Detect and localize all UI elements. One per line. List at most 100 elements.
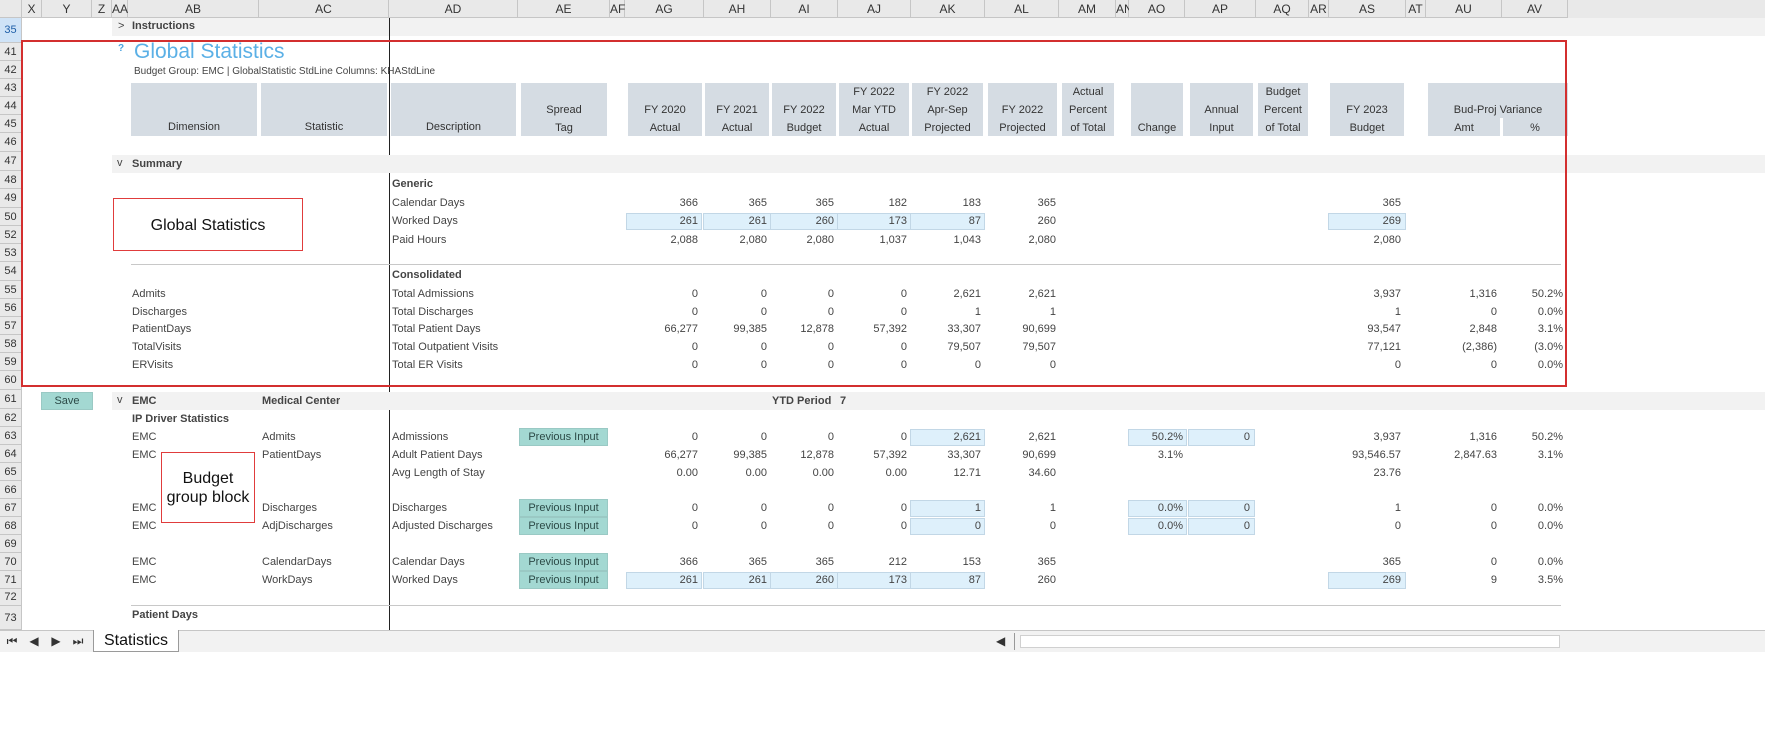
- row-header[interactable]: 70: [0, 553, 22, 571]
- annual-cell[interactable]: 0: [1243, 520, 1250, 532]
- value-cell[interactable]: 0: [974, 520, 981, 532]
- row-header[interactable]: 41: [0, 43, 22, 61]
- column-header[interactable]: AE: [518, 0, 610, 18]
- column-header[interactable]: AJ: [838, 0, 911, 18]
- select-all-corner[interactable]: [0, 0, 22, 18]
- column-header[interactable]: AQ: [1256, 0, 1309, 18]
- row-header[interactable]: 63: [0, 427, 22, 445]
- input-cell[interactable]: [910, 500, 985, 517]
- instructions-band[interactable]: [112, 18, 1765, 36]
- change-input[interactable]: [1128, 429, 1187, 446]
- row-header[interactable]: 72: [0, 589, 22, 606]
- row-header[interactable]: 54: [0, 262, 22, 281]
- prev-sheet-icon[interactable]: ◀: [29, 634, 39, 648]
- column-header[interactable]: Z: [92, 0, 112, 18]
- column-header[interactable]: AN: [1116, 0, 1133, 18]
- change-input[interactable]: [1128, 500, 1187, 517]
- value-cell[interactable]: 87: [968, 215, 981, 227]
- column-header[interactable]: AS: [1329, 0, 1406, 18]
- horizontal-scrollbar[interactable]: [1020, 635, 1560, 648]
- input-cell[interactable]: [1328, 572, 1406, 589]
- row-header[interactable]: 42: [0, 61, 22, 79]
- value-cell[interactable]: 261: [748, 574, 767, 586]
- row-header[interactable]: 35: [0, 18, 22, 43]
- row-header[interactable]: 44: [0, 97, 22, 115]
- row-header[interactable]: 59: [0, 353, 22, 371]
- row-header[interactable]: 55: [0, 281, 22, 299]
- row-header[interactable]: 57: [0, 317, 22, 335]
- column-header[interactable]: Y: [42, 0, 92, 18]
- emc-collapse-icon[interactable]: v: [117, 394, 123, 406]
- column-header[interactable]: AP: [1185, 0, 1256, 18]
- row-header[interactable]: 58: [0, 335, 22, 353]
- column-header[interactable]: AR: [1309, 0, 1329, 18]
- emc-band[interactable]: [112, 392, 1765, 410]
- tab-statistics[interactable]: Statistics: [93, 630, 179, 652]
- row-header[interactable]: 45: [0, 115, 22, 133]
- input-cell[interactable]: [1328, 213, 1406, 230]
- summary-band[interactable]: [112, 155, 1765, 173]
- change-cell[interactable]: 0.0%: [1157, 520, 1183, 532]
- row-header[interactable]: 73: [0, 606, 22, 630]
- hscroll-left-icon[interactable]: ◀: [996, 634, 1006, 648]
- previous-input-button[interactable]: Previous Input: [519, 428, 608, 446]
- column-header[interactable]: AA: [112, 0, 129, 18]
- row-header[interactable]: 48: [0, 171, 22, 189]
- row-header[interactable]: 50: [0, 208, 22, 226]
- input-cell[interactable]: [910, 572, 985, 589]
- value-cell[interactable]: 260: [815, 215, 834, 227]
- input-cell[interactable]: [626, 572, 702, 589]
- row-header[interactable]: 68: [0, 517, 22, 535]
- value-cell[interactable]: 1: [974, 502, 981, 514]
- input-cell[interactable]: [910, 429, 985, 446]
- column-header[interactable]: AU: [1426, 0, 1502, 18]
- row-header[interactable]: 60: [0, 371, 22, 390]
- input-cell[interactable]: [910, 213, 985, 230]
- value-cell[interactable]: 260: [815, 574, 834, 586]
- column-header[interactable]: X: [22, 0, 42, 18]
- row-header[interactable]: 64: [0, 445, 22, 463]
- column-header[interactable]: AM: [1059, 0, 1116, 18]
- column-header[interactable]: AB: [128, 0, 259, 18]
- row-header[interactable]: 62: [0, 409, 22, 427]
- annual-input[interactable]: [1188, 429, 1255, 446]
- value-cell[interactable]: 173: [888, 574, 907, 586]
- row-header[interactable]: 53: [0, 244, 22, 262]
- instructions-label[interactable]: Instructions: [132, 20, 195, 32]
- row-header[interactable]: 49: [0, 189, 22, 208]
- fy2023-cell[interactable]: 269: [1382, 574, 1401, 586]
- expand-icon[interactable]: >: [118, 20, 125, 32]
- ytd-period-value[interactable]: 7: [840, 395, 847, 407]
- row-header[interactable]: 71: [0, 571, 22, 589]
- annual-input[interactable]: [1188, 518, 1255, 535]
- annual-input[interactable]: [1188, 500, 1255, 517]
- last-sheet-icon[interactable]: ⏭: [72, 634, 84, 648]
- value-cell[interactable]: 173: [888, 215, 907, 227]
- row-header[interactable]: 69: [0, 535, 22, 553]
- row-header[interactable]: 52: [0, 226, 22, 244]
- first-sheet-icon[interactable]: ⏮: [6, 634, 18, 648]
- column-header[interactable]: AC: [259, 0, 389, 18]
- value-cell[interactable]: 261: [679, 215, 698, 227]
- previous-input-button[interactable]: Previous Input: [519, 571, 608, 589]
- row-header[interactable]: 66: [0, 481, 22, 499]
- next-sheet-icon[interactable]: ▶: [51, 634, 61, 648]
- summary-label[interactable]: Summary: [132, 158, 183, 170]
- input-cell[interactable]: [910, 518, 985, 535]
- change-cell[interactable]: 0.0%: [1157, 502, 1183, 514]
- previous-input-button[interactable]: Previous Input: [519, 553, 608, 571]
- row-header[interactable]: 43: [0, 79, 22, 97]
- column-header[interactable]: AO: [1129, 0, 1185, 18]
- column-header[interactable]: AF: [610, 0, 626, 18]
- value-cell[interactable]: 2,621: [953, 431, 981, 443]
- annual-cell[interactable]: 0: [1243, 502, 1250, 514]
- row-header[interactable]: 65: [0, 463, 22, 481]
- column-header[interactable]: AD: [389, 0, 518, 18]
- change-cell[interactable]: 50.2%: [1151, 431, 1183, 443]
- column-header[interactable]: AG: [625, 0, 704, 18]
- input-cell[interactable]: [626, 213, 702, 230]
- change-input[interactable]: [1128, 518, 1187, 535]
- fy2023-cell[interactable]: 269: [1382, 215, 1401, 227]
- column-header[interactable]: AV: [1502, 0, 1568, 18]
